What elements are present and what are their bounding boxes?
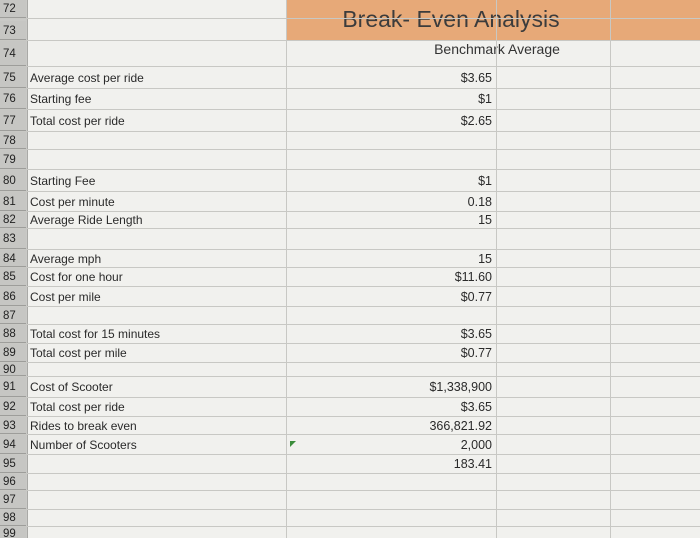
table-row: 94 Number of Scooters 2,000 [0,435,700,455]
row-number[interactable]: 97 [0,491,26,509]
value-cell[interactable]: 2,000 [460,438,492,452]
row-number[interactable]: 95 [0,455,26,473]
row-number[interactable]: 77 [0,110,26,131]
table-row: 81 Cost per minute 0.18 [0,192,700,212]
value-cell[interactable]: $3.65 [460,327,492,341]
row-label-cell[interactable]: Rides to break even [30,419,137,433]
table-row: 79 [0,150,700,170]
error-indicator-icon [290,441,296,447]
table-row: 91 Cost of Scooter $1,338,900 [0,377,700,398]
row-label-cell[interactable]: Total cost for 15 minutes [30,327,161,341]
row-number[interactable]: 78 [0,132,26,149]
table-row: 95 183.41 [0,455,700,474]
table-row: 89 Total cost per mile $0.77 [0,344,700,363]
column-divider [610,0,611,538]
row-label-cell[interactable]: Cost for one hour [30,270,123,284]
table-row: 97 [0,491,700,510]
table-row: 77 Total cost per ride $2.65 [0,110,700,132]
value-cell[interactable]: $3.65 [460,71,492,85]
row-number[interactable]: 89 [0,344,26,362]
row-label-cell[interactable]: Number of Scooters [30,438,137,452]
title-band [286,0,700,40]
row-number[interactable]: 73 [0,21,26,40]
row-number[interactable]: 99 [0,527,26,538]
row-number[interactable]: 98 [0,510,26,526]
row-label-cell[interactable]: Average cost per ride [30,71,144,85]
sheet-title: Break- Even Analysis [342,6,560,32]
value-cell[interactable]: $1 [478,174,492,188]
table-row: 82 Average Ride Length 15 [0,212,700,229]
row-label-cell[interactable]: Average Ride Length [30,213,143,227]
row-number[interactable]: 82 [0,212,26,228]
row-number[interactable]: 79 [0,150,26,169]
table-row: 84 Average mph 15 [0,250,700,268]
table-row: 75 Average cost per ride $3.65 [0,67,700,89]
row-number[interactable]: 74 [0,41,26,66]
value-cell[interactable]: 0.18 [467,195,492,209]
table-row: 72 [0,0,700,19]
table-row: 96 [0,474,700,491]
row-number[interactable]: 87 [0,307,26,324]
row-number[interactable]: 83 [0,229,26,249]
row-label-cell[interactable]: Cost per mile [30,290,101,304]
value-cell[interactable]: $3.65 [460,400,492,414]
row-number[interactable]: 76 [0,89,26,109]
row-number[interactable]: 88 [0,325,26,343]
table-row: 92 Total cost per ride $3.65 [0,398,700,417]
column-divider [286,0,287,538]
value-cell[interactable]: $1,338,900 [429,380,492,394]
table-row: 93 Rides to break even 366,821.92 [0,417,700,435]
row-label-cell[interactable]: Starting Fee [30,174,96,188]
value-cell[interactable]: 15 [478,213,492,227]
table-row: 88 Total cost for 15 minutes $3.65 [0,325,700,344]
row-label-cell[interactable]: Total cost per ride [30,114,125,128]
row-number[interactable]: 86 [0,287,26,306]
value-cell[interactable]: 366,821.92 [429,419,492,433]
column-divider [496,0,497,538]
value-cell[interactable]: $0.77 [460,290,492,304]
row-label-cell[interactable]: Starting fee [30,92,92,106]
row-number[interactable]: 75 [0,67,26,88]
table-row: 76 Starting fee $1 [0,89,700,110]
value-cell[interactable]: $2.65 [460,114,492,128]
row-number[interactable]: 92 [0,398,26,416]
row-number[interactable]: 93 [0,417,26,434]
row-number[interactable]: 84 [0,250,26,267]
table-row: 99 [0,527,700,538]
table-row: 78 [0,132,700,150]
row-label-cell[interactable]: Cost per minute [30,195,115,209]
table-row: 86 Cost per mile $0.77 [0,287,700,307]
row-number[interactable]: 94 [0,435,26,454]
value-cell[interactable]: $0.77 [460,346,492,360]
value-cell[interactable]: 183.41 [453,457,492,471]
row-number[interactable]: 81 [0,192,26,211]
value-cell[interactable]: 15 [478,252,492,266]
table-row: 87 [0,307,700,325]
row-label-cell[interactable]: Total cost per mile [30,346,127,360]
row-number[interactable]: 72 [0,0,26,18]
table-row: 90 [0,363,700,377]
table-row: 98 [0,510,700,527]
row-number[interactable]: 80 [0,170,26,191]
table-row: 73 [0,21,700,41]
value-cell[interactable]: $1 [478,92,492,106]
row-number[interactable]: 85 [0,268,26,286]
table-row: 80 Starting Fee $1 [0,170,700,192]
row-number[interactable]: 96 [0,474,26,490]
value-cell[interactable]: $11.60 [454,270,492,284]
row-label-cell[interactable]: Average mph [30,252,102,266]
row-label-cell[interactable]: Cost of Scooter [30,380,113,394]
row-number[interactable]: 91 [0,377,26,397]
row-label-cell[interactable]: Total cost per ride [30,400,125,414]
table-row: 83 [0,229,700,250]
table-row: 85 Cost for one hour $11.60 [0,268,700,287]
row-number[interactable]: 90 [0,363,26,376]
table-row: 74 [0,41,700,67]
